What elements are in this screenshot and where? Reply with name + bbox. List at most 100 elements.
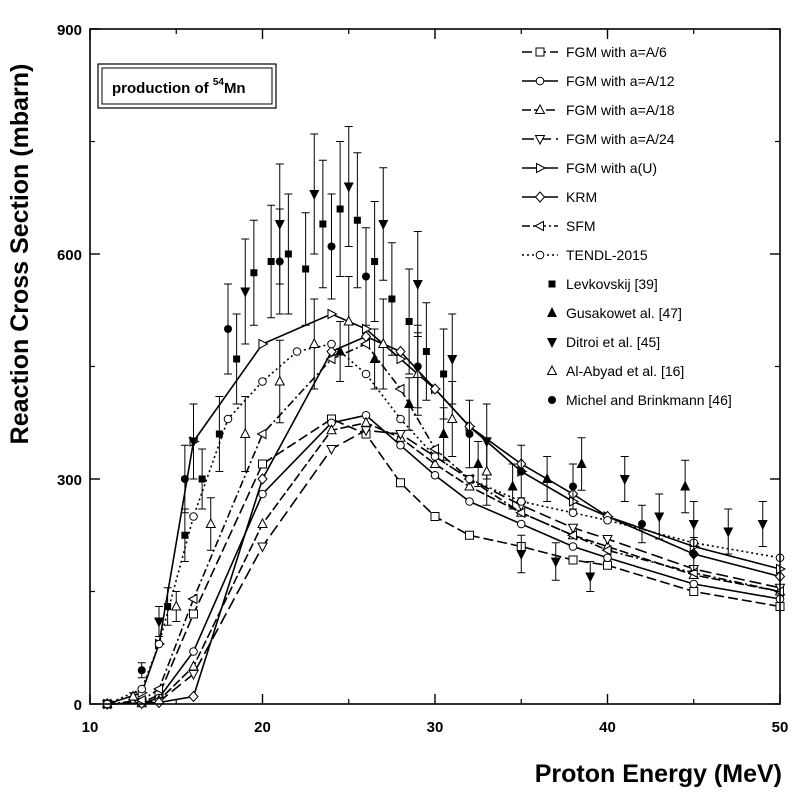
series-1-point xyxy=(396,440,405,450)
legend-marker xyxy=(546,364,558,375)
series-10-point xyxy=(688,520,699,530)
series-6-point xyxy=(359,338,370,350)
series-8-point xyxy=(422,348,430,355)
series-6 xyxy=(101,338,784,710)
legend-label: Gusakowet al. [47] xyxy=(566,305,682,321)
series-12-point xyxy=(180,475,189,483)
series-9-point xyxy=(576,458,587,468)
series-12-point xyxy=(465,430,474,438)
series-10-point xyxy=(378,220,389,230)
series-10-point xyxy=(550,557,561,568)
series-8-point xyxy=(336,205,344,213)
series-5-point xyxy=(257,473,268,485)
series-6-point xyxy=(256,428,267,440)
series-7-point xyxy=(465,474,474,484)
series-8-point xyxy=(233,355,241,363)
legend-item: Al-Abyad et al. [16] xyxy=(546,363,684,379)
series-6-point xyxy=(601,544,612,556)
series-0-point xyxy=(603,560,612,570)
series-6-point xyxy=(152,683,163,695)
series-12-point xyxy=(517,467,526,476)
legend-item: KRM xyxy=(522,189,597,205)
legend-item: Michel and Brinkmann [46] xyxy=(548,392,732,408)
series-6-point xyxy=(566,529,577,541)
legend-marker xyxy=(535,47,545,57)
series-6-point xyxy=(515,507,526,519)
series-7-point xyxy=(258,377,267,386)
series-8-point xyxy=(302,265,310,273)
series-7-point xyxy=(154,639,164,649)
legend-marker xyxy=(533,220,544,232)
series-9-point xyxy=(473,458,484,468)
series-1-point xyxy=(516,519,526,529)
series-6-point xyxy=(135,694,146,706)
series-9-point xyxy=(404,398,415,408)
series-0-point xyxy=(568,555,578,565)
y-tick-label: 900 xyxy=(57,22,82,39)
series-3-point xyxy=(567,523,579,534)
series-9-point xyxy=(369,353,380,363)
series-7-point xyxy=(361,369,371,379)
series-7-point xyxy=(430,452,440,461)
series-12-point xyxy=(137,666,146,675)
legend-label: FGM with a=A/12 xyxy=(566,73,675,89)
series-8-point xyxy=(284,250,292,258)
series-12-point xyxy=(569,482,577,491)
series-0-point xyxy=(689,587,699,596)
x-tick-label: 20 xyxy=(254,719,271,736)
series-1-point xyxy=(568,542,578,551)
series-6-point xyxy=(428,443,439,455)
y-tick-label: 0 xyxy=(74,697,82,714)
series-10-point xyxy=(619,475,630,485)
legend-item: SFM xyxy=(522,218,596,234)
series-12-point xyxy=(689,550,698,558)
legend-marker xyxy=(536,162,547,174)
series-2-point xyxy=(326,424,337,435)
series-10-point xyxy=(757,520,768,530)
series-11-point xyxy=(170,600,182,611)
series-10-point xyxy=(343,182,354,193)
series-12-point xyxy=(362,272,370,281)
series-11-point xyxy=(205,517,217,528)
legend-marker xyxy=(535,250,545,260)
series-7-point xyxy=(396,414,405,424)
series-9-point xyxy=(438,428,449,438)
legend-label: FGM with a(U) xyxy=(566,160,657,176)
series-4-point xyxy=(258,338,269,350)
series-2-point xyxy=(464,480,475,491)
series-10-point xyxy=(447,355,458,365)
series-0-point xyxy=(258,459,267,469)
y-tick-label: 300 xyxy=(57,472,82,489)
legend-marker xyxy=(547,338,557,348)
legend-marker xyxy=(534,135,546,146)
series-10-point xyxy=(723,527,734,538)
series-1-point xyxy=(465,497,474,506)
series-8-point xyxy=(198,475,206,483)
series-0-line xyxy=(107,418,781,705)
series-6-point xyxy=(394,383,405,395)
annotation-superscript: 54 xyxy=(213,77,225,88)
legend-item: TENDL-2015 xyxy=(522,247,648,263)
series-10-point xyxy=(412,280,423,290)
series-9-point xyxy=(542,473,553,483)
series-7-point xyxy=(292,347,302,356)
annotation-frame-outer xyxy=(97,63,277,109)
x-tick-label: 50 xyxy=(772,719,789,736)
series-10-point xyxy=(188,437,199,448)
series-4-point xyxy=(569,496,580,507)
annotation-text: production of 54Mn xyxy=(112,77,246,97)
series-8-point xyxy=(250,269,258,277)
series-8-point xyxy=(319,220,327,228)
legend-label: SFM xyxy=(566,218,596,234)
series-12-point xyxy=(638,520,646,528)
legend-item: FGM with a=A/6 xyxy=(522,44,667,60)
series-10-point xyxy=(516,550,527,560)
series-9 xyxy=(335,321,691,514)
series-7-point xyxy=(603,515,612,525)
series-11-point xyxy=(127,690,139,701)
series-8-point xyxy=(164,603,172,610)
x-axis-title: Proton Energy (MeV) xyxy=(535,760,782,788)
series-5-point xyxy=(395,345,406,358)
legend-marker xyxy=(534,103,546,114)
series-3-point xyxy=(602,535,613,546)
